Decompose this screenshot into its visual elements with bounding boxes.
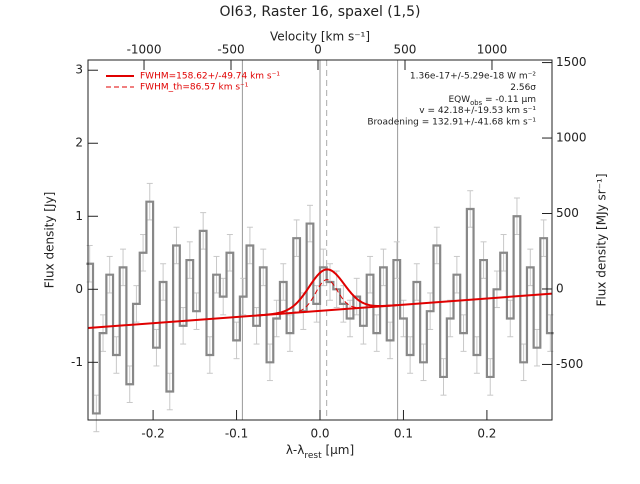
- annotation: Broadening = 132.91+/-41.68 km s⁻¹: [367, 118, 536, 128]
- x-tick-label: 0.1: [394, 427, 413, 441]
- annotation: v = 42.18+/-19.53 km s⁻¹: [419, 106, 536, 116]
- y2-tick-label: 1500: [556, 55, 587, 69]
- thin-baseline: [87, 293, 553, 329]
- x2-tick-label: -500: [217, 43, 244, 57]
- y2-tick-label: -500: [556, 357, 583, 371]
- y2-tick-label: 1000: [556, 131, 587, 145]
- y-tick-label: 2: [75, 136, 83, 150]
- y2-tick-label: 0: [556, 281, 564, 295]
- x-axis-label: λ-λrest [μm]: [286, 443, 354, 461]
- annotation: EQWobs = -0.11 μm: [448, 95, 536, 108]
- gaussian-fit: [256, 268, 397, 317]
- text-part: obs: [470, 99, 482, 107]
- legend-entry: FWHM_th=86.57 km s⁻¹: [140, 83, 249, 93]
- text-part: λ-λ: [286, 443, 305, 457]
- gaussian-fit-th: [283, 279, 371, 315]
- x-tick-label: 0.0: [310, 427, 329, 441]
- x-tick-label: -0.2: [141, 427, 164, 441]
- text-part: rest: [304, 451, 322, 461]
- x-tick-label: -0.1: [225, 427, 248, 441]
- text-part: EQW: [448, 95, 470, 105]
- y-tick-label: 3: [75, 63, 83, 77]
- chart-title: OI63, Raster 16, spaxel (1,5): [220, 4, 421, 20]
- x2-axis-label: Velocity [km s⁻¹]: [270, 30, 370, 44]
- legend-entry: FWHM=158.62+/-49.74 km s⁻¹: [140, 72, 280, 82]
- y-axis-label: Flux density [Jy]: [43, 192, 57, 289]
- x2-tick-label: 500: [394, 43, 417, 57]
- x2-tick-label: 0: [314, 43, 322, 57]
- text-part: = -0.11 μm: [482, 95, 536, 105]
- x-tick-label: 0.2: [477, 427, 496, 441]
- y2-tick-label: 500: [556, 206, 579, 220]
- text-part: [μm]: [322, 443, 355, 457]
- y-tick-label: 1: [75, 209, 83, 223]
- annotation: 2.56σ: [510, 83, 536, 93]
- annotation: 1.36e-17+/-5.29e-18 W m⁻²: [410, 72, 537, 82]
- y2-axis-label: Flux density [MJy sr⁻¹]: [595, 173, 609, 306]
- y-tick-label: -1: [71, 355, 83, 369]
- x2-tick-label: 1000: [477, 43, 508, 57]
- x2-tick-label: -1000: [127, 43, 162, 57]
- y-tick-label: 0: [75, 282, 83, 296]
